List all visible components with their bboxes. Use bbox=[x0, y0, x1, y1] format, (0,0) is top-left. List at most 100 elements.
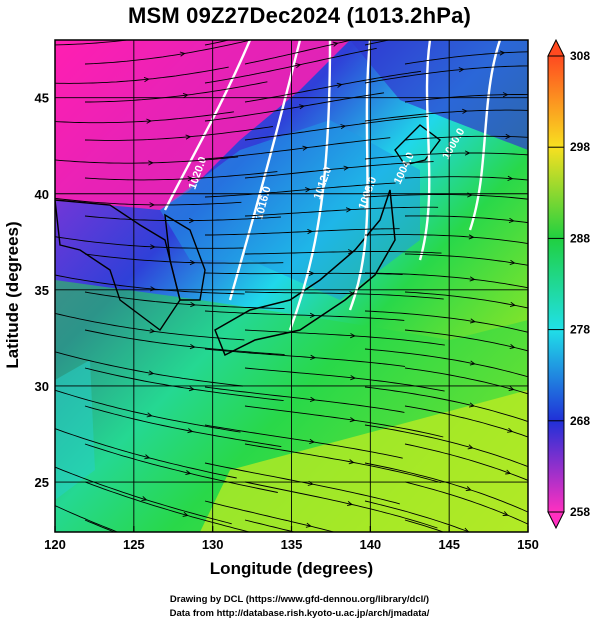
colorbar-top-arrow bbox=[547, 38, 565, 57]
streamline bbox=[55, 66, 229, 84]
streamline bbox=[244, 367, 445, 392]
streamline-arrow bbox=[507, 175, 514, 182]
streamline bbox=[404, 176, 528, 181]
streamline bbox=[404, 51, 528, 65]
streamline bbox=[84, 126, 273, 141]
streamline-arrow bbox=[347, 501, 354, 507]
streamline-arrow bbox=[179, 554, 184, 558]
streamline bbox=[404, 405, 528, 438]
y-tick-label: 45 bbox=[35, 91, 49, 106]
streamline-arrow bbox=[302, 145, 309, 151]
coastline-hokkaido bbox=[394, 124, 441, 166]
streamline bbox=[55, 274, 245, 295]
streamline bbox=[204, 348, 406, 367]
streamline bbox=[404, 291, 528, 309]
x-tick-label: 140 bbox=[359, 537, 381, 552]
colorbar-bottom-arrow bbox=[547, 511, 565, 530]
streamline bbox=[204, 272, 403, 275]
y-tick-label: 25 bbox=[35, 475, 49, 490]
streamline bbox=[244, 443, 442, 484]
streamline-arrow bbox=[508, 385, 515, 391]
streamline bbox=[244, 70, 422, 103]
streamline-arrow bbox=[141, 496, 148, 502]
streamline-arrow bbox=[350, 375, 357, 381]
x-ticks: 120 125 130 135 140 145 150 bbox=[44, 526, 539, 552]
streamline-arrow bbox=[149, 202, 156, 208]
streamline-arrow bbox=[340, 124, 347, 130]
colorbar-tick-label: 298 bbox=[570, 140, 590, 154]
streamline-arrow bbox=[499, 50, 506, 56]
streamline-arrow bbox=[455, 26, 460, 30]
streamline bbox=[364, 500, 471, 532]
streamline-arrow bbox=[469, 402, 475, 408]
streamline bbox=[364, 152, 528, 160]
streamline bbox=[244, 519, 296, 532]
streamline-arrow bbox=[179, 51, 186, 57]
x-tick-label: 145 bbox=[438, 537, 460, 552]
streamline-arrow bbox=[343, 165, 350, 171]
streamline bbox=[244, 206, 439, 217]
streamline bbox=[205, 228, 400, 236]
streamline-arrow bbox=[468, 234, 475, 240]
colorbar-scale bbox=[547, 55, 565, 513]
streamline bbox=[84, 171, 278, 181]
streamline bbox=[244, 115, 428, 141]
streamline bbox=[244, 329, 445, 346]
streamline bbox=[55, 466, 232, 525]
streamline bbox=[364, 462, 528, 513]
streamline bbox=[244, 405, 444, 438]
streamline-arrow bbox=[185, 134, 192, 140]
colorbar-tick-label: 288 bbox=[570, 231, 590, 245]
streamline-arrow bbox=[149, 328, 156, 334]
streamline bbox=[364, 109, 528, 122]
streamline-arrow bbox=[189, 260, 196, 266]
streamline bbox=[84, 40, 253, 65]
streamline bbox=[84, 481, 251, 532]
streamline-arrow bbox=[185, 470, 192, 476]
streamline-arrow bbox=[148, 370, 155, 376]
map-field: 1020.0 1016.0 1012.0 1008.0 1004.0 1000.… bbox=[55, 23, 528, 558]
streamline-arrow bbox=[505, 469, 512, 475]
streamline-arrow bbox=[190, 302, 196, 308]
streamline-arrow bbox=[345, 207, 352, 213]
streamline-arrow bbox=[345, 543, 350, 547]
streamline bbox=[364, 65, 528, 84]
streamline-arrow bbox=[467, 444, 474, 450]
streamline-arrow bbox=[505, 133, 512, 140]
streamline bbox=[364, 386, 528, 423]
streamline-arrow bbox=[182, 92, 189, 99]
streamline bbox=[84, 253, 284, 264]
streamline bbox=[204, 386, 405, 413]
streamline bbox=[55, 428, 237, 479]
x-tick-label: 130 bbox=[202, 537, 224, 552]
streamline bbox=[84, 443, 278, 493]
page-title: MSM 09Z27Dec2024 (1013.2hPa) bbox=[127, 3, 472, 28]
streamline-arrow bbox=[291, 23, 296, 27]
streamline bbox=[84, 405, 282, 448]
streamline-arrow bbox=[464, 150, 471, 156]
y-ticks: 25 30 35 40 45 bbox=[35, 91, 49, 490]
streamline bbox=[55, 236, 244, 249]
streamline bbox=[204, 500, 336, 532]
streamline-arrow bbox=[309, 438, 316, 445]
credit-data: Data from http://database.rish.kyoto-u.a… bbox=[169, 608, 430, 619]
streamline-arrow bbox=[348, 249, 354, 255]
streamline-arrow bbox=[309, 312, 316, 319]
streamline-arrow bbox=[469, 276, 476, 282]
streamline bbox=[404, 253, 528, 266]
streamline-arrow bbox=[350, 333, 356, 339]
streamline bbox=[204, 182, 396, 198]
streamline bbox=[55, 505, 119, 532]
streamline bbox=[84, 329, 285, 356]
credit-drawing: Drawing by DCL (https://www.gfd-dennou.o… bbox=[169, 594, 430, 605]
streamline bbox=[404, 135, 528, 141]
coastline-japan bbox=[214, 189, 396, 357]
streamline-arrow bbox=[146, 118, 153, 124]
isobars bbox=[163, 40, 502, 331]
streamline-arrow bbox=[462, 108, 468, 114]
streamline-arrow bbox=[305, 522, 312, 528]
streamline-arrow bbox=[332, 41, 339, 47]
streamline-arrow bbox=[148, 160, 154, 166]
streamline bbox=[244, 481, 438, 529]
y-tick-label: 30 bbox=[35, 379, 49, 394]
